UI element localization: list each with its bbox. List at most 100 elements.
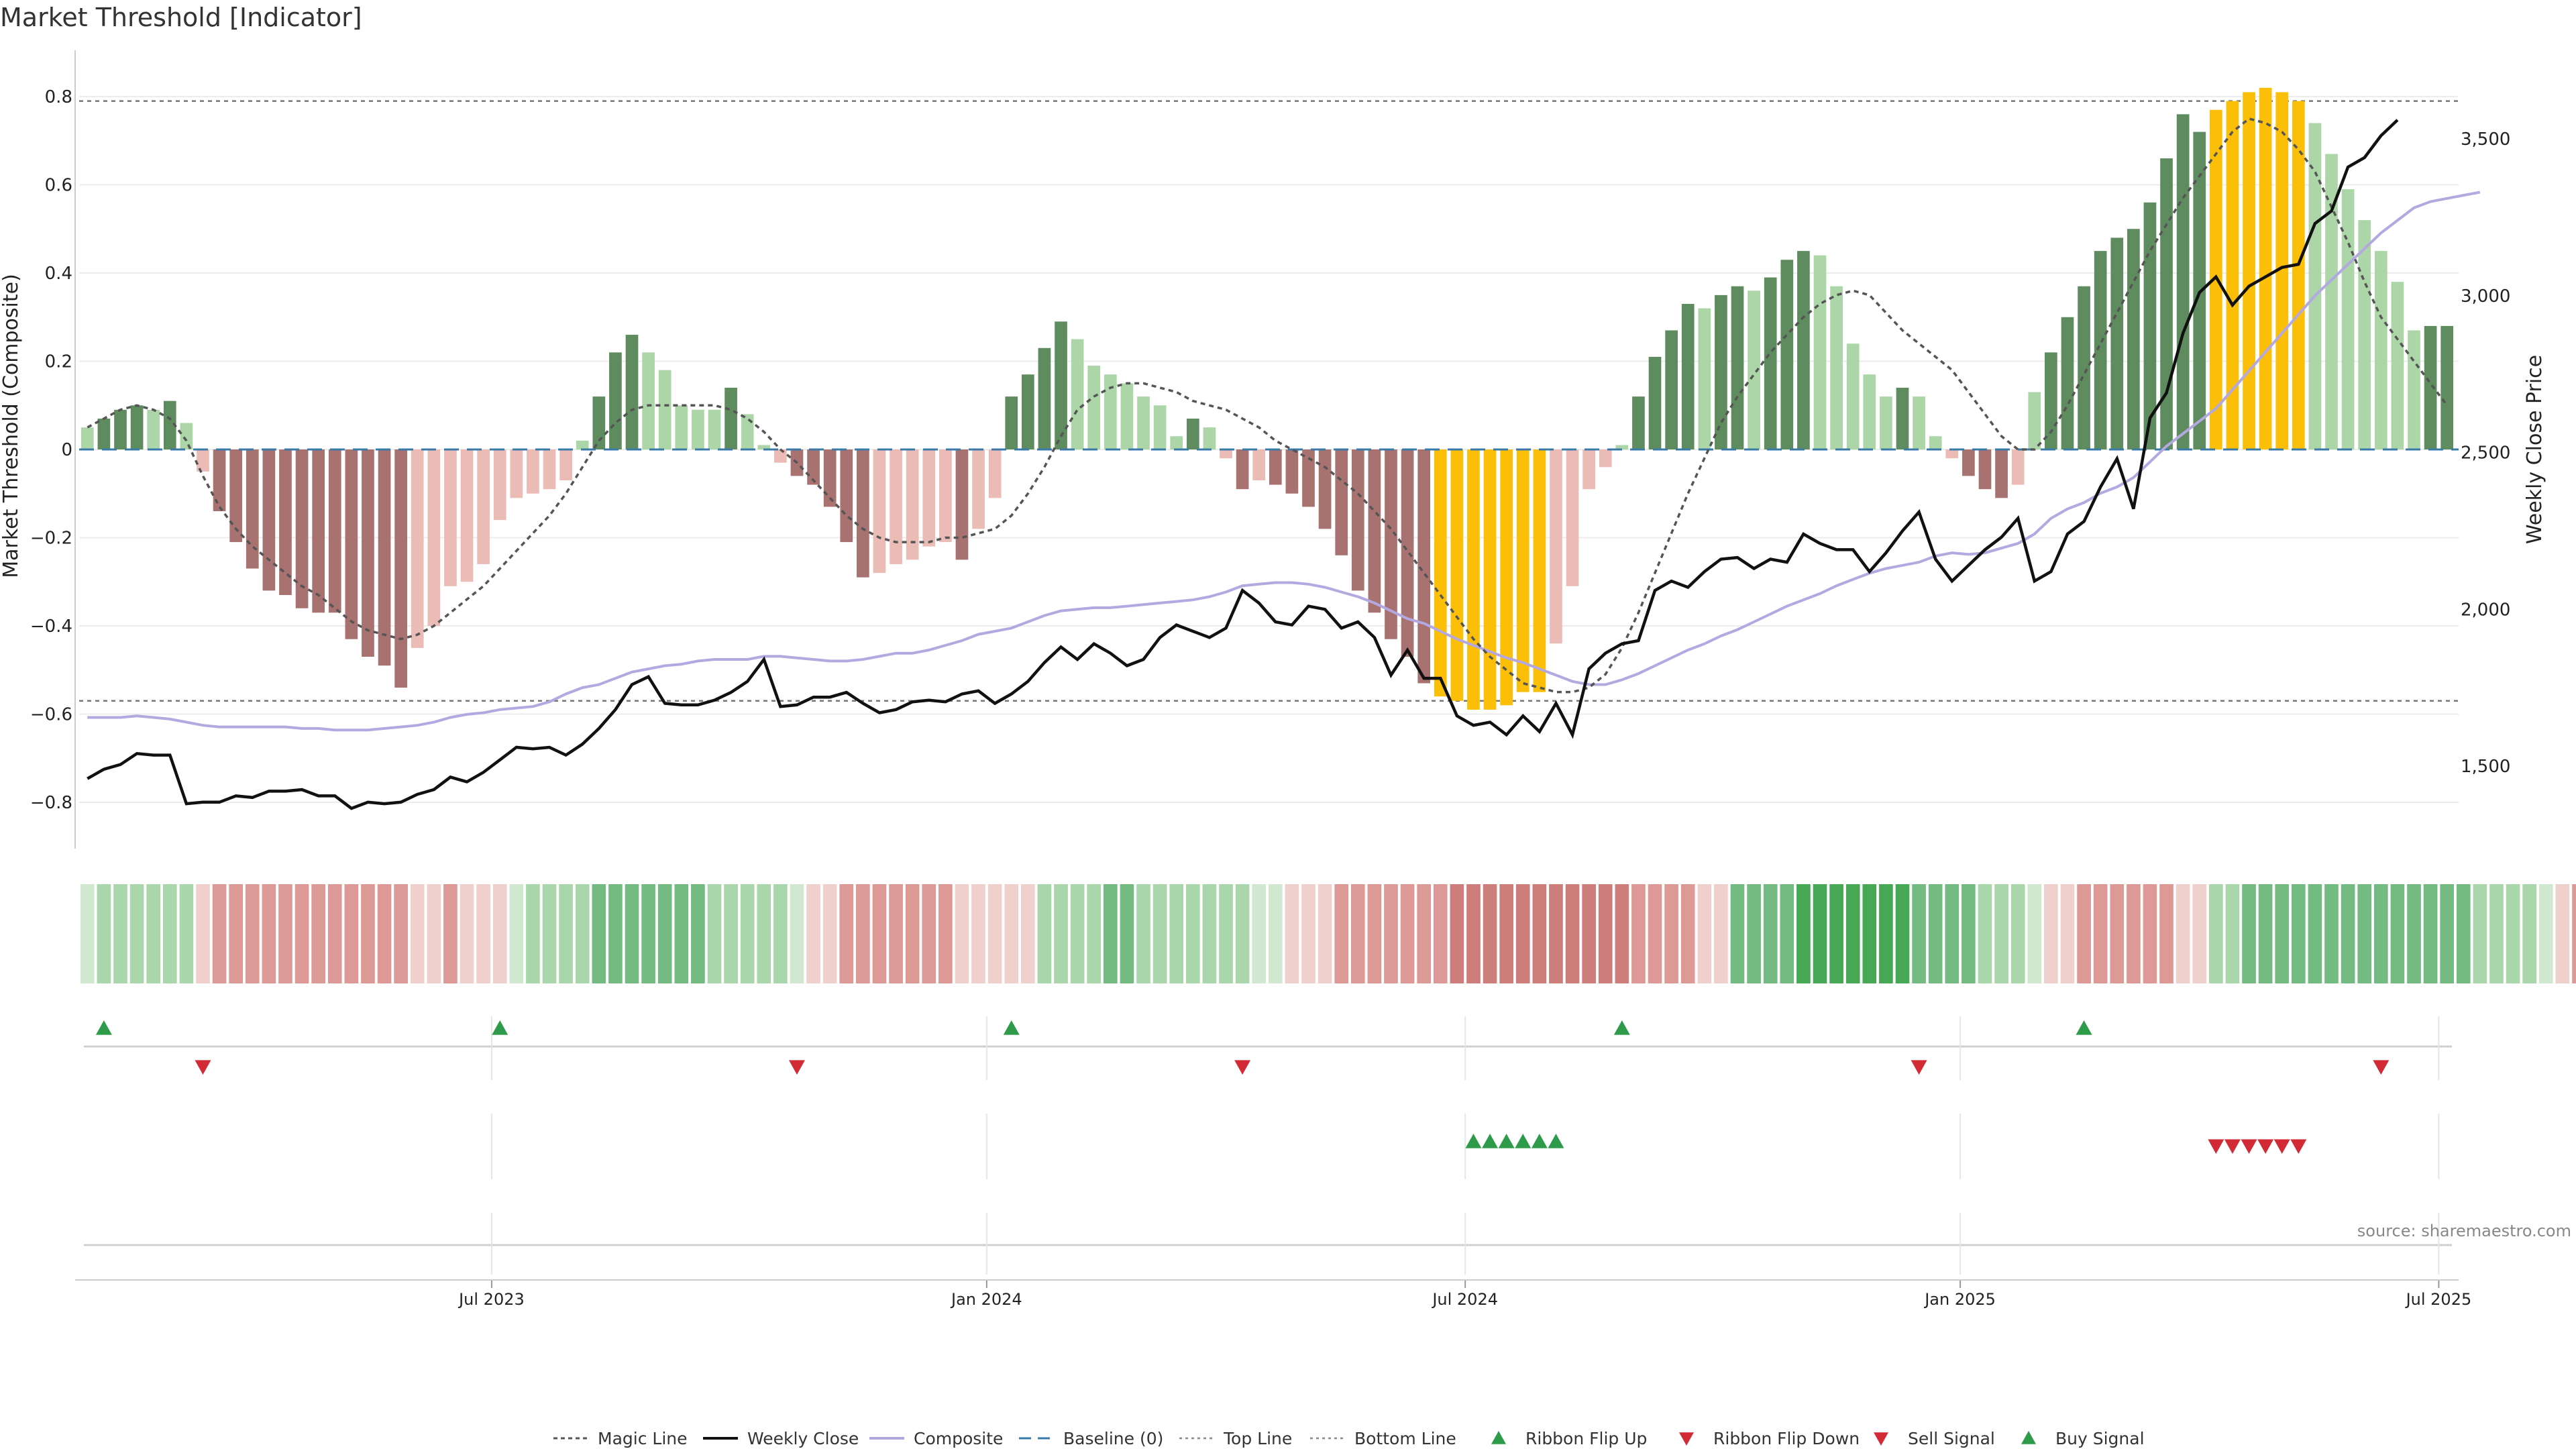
sell-signal-marker bbox=[2290, 1139, 2307, 1154]
composite-bar bbox=[1945, 449, 1959, 459]
ribbon-cell bbox=[1350, 884, 1365, 983]
right-tick-label: 3,500 bbox=[2461, 129, 2510, 150]
ribbon-cell bbox=[245, 884, 260, 983]
ribbon-cell bbox=[1070, 884, 1085, 983]
composite-bar bbox=[890, 449, 902, 564]
composite-bar bbox=[543, 449, 556, 490]
ribbon-cell bbox=[2192, 884, 2207, 983]
magic-line bbox=[87, 117, 2449, 694]
reference-lines bbox=[79, 100, 2459, 702]
composite-bar bbox=[988, 449, 1002, 498]
composite-bar bbox=[757, 445, 771, 449]
composite-bar bbox=[1252, 449, 1266, 481]
ribbon-cell bbox=[625, 884, 639, 983]
ribbon-flip-down-marker bbox=[195, 1060, 211, 1075]
composite-bar bbox=[1055, 321, 1067, 449]
ribbon-cell bbox=[1334, 884, 1349, 983]
buy-signal-marker bbox=[1548, 1134, 1564, 1148]
ribbon-cell bbox=[80, 884, 95, 983]
ribbon-cell bbox=[2127, 884, 2141, 983]
left-tick-label: 0.8 bbox=[45, 87, 72, 107]
composite-bar bbox=[823, 449, 837, 507]
ribbon-cell bbox=[608, 884, 623, 983]
x-tick-label: Jul 2023 bbox=[458, 1290, 525, 1309]
ribbon-cell bbox=[1747, 884, 1761, 983]
ribbon-cell bbox=[1978, 884, 1992, 983]
ribbon-cell bbox=[575, 884, 590, 983]
ribbon-cell bbox=[2572, 884, 2576, 983]
right-tick-label: 2,000 bbox=[2461, 600, 2510, 620]
composite-bar bbox=[2028, 392, 2041, 449]
composite-bar bbox=[692, 409, 704, 449]
ribbon-cell bbox=[179, 884, 194, 983]
ribbon-cell bbox=[856, 884, 870, 983]
ribbon-cell bbox=[2555, 884, 2570, 983]
ribbon-cell bbox=[641, 884, 655, 983]
left-axis-title: Market Threshold (Composite) bbox=[0, 274, 23, 578]
ribbon-cell bbox=[1466, 884, 1481, 983]
composite-bar bbox=[2292, 101, 2305, 449]
composite-bar bbox=[279, 449, 292, 595]
composite-bar bbox=[1203, 427, 1216, 449]
composite-bar bbox=[163, 400, 176, 449]
ribbon-cell bbox=[542, 884, 557, 983]
sell-signal-marker bbox=[2273, 1139, 2290, 1154]
ribbon-cell bbox=[592, 884, 606, 983]
composite-bar bbox=[1599, 449, 1612, 468]
composite-bar bbox=[906, 449, 919, 560]
x-tick-label: Jan 2025 bbox=[1923, 1290, 1996, 1309]
composite-bar bbox=[1220, 449, 1232, 459]
ribbon-cell bbox=[2275, 884, 2290, 983]
composite-bar bbox=[576, 440, 589, 449]
ribbon-cell bbox=[2225, 884, 2240, 983]
composite-bar bbox=[328, 449, 341, 613]
ribbon-cell bbox=[2440, 884, 2455, 983]
weekly-close-line bbox=[87, 119, 2399, 810]
buy-signal-marker bbox=[1531, 1134, 1548, 1148]
ribbon-cell bbox=[740, 884, 755, 983]
composite-bar bbox=[1962, 449, 1975, 476]
composite-bar bbox=[2094, 251, 2107, 449]
ribbon-cell bbox=[1714, 884, 1728, 983]
ribbon-cell bbox=[707, 884, 722, 983]
composite-bar bbox=[1582, 449, 1595, 490]
ribbon-cell bbox=[674, 884, 689, 983]
composite-bar bbox=[1880, 396, 1892, 449]
composite-bar bbox=[1450, 449, 1464, 701]
left-tick-label: −0.8 bbox=[30, 793, 72, 813]
ribbon-cell bbox=[1169, 884, 1184, 983]
left-tick-label: −0.6 bbox=[30, 705, 72, 725]
ribbon-cell bbox=[839, 884, 854, 983]
ribbon-cell bbox=[1136, 884, 1150, 983]
composite-bar bbox=[955, 449, 969, 560]
composite-bar bbox=[1368, 449, 1381, 613]
ribbon-cell bbox=[1400, 884, 1415, 983]
composite-bar bbox=[642, 352, 655, 449]
composite-bar bbox=[1813, 255, 1827, 449]
legend-label: Buy Signal bbox=[2055, 1429, 2145, 1448]
composite-bar bbox=[1681, 304, 1695, 449]
ribbon-cell bbox=[327, 884, 342, 983]
composite-bar bbox=[2078, 286, 2090, 449]
ribbon-cell bbox=[1615, 884, 1629, 983]
ribbon-cell bbox=[2423, 884, 2438, 983]
legend-swatch bbox=[1491, 1431, 1506, 1444]
ribbon-flip-up-marker bbox=[95, 1020, 112, 1035]
ribbon-cell bbox=[526, 884, 540, 983]
composite-bar bbox=[1648, 356, 1662, 449]
composite-bar bbox=[840, 449, 853, 543]
ribbon-cell bbox=[922, 884, 936, 983]
composite-bar bbox=[1731, 286, 1744, 449]
ribbon-cell bbox=[757, 884, 771, 983]
composite-bar bbox=[411, 449, 424, 648]
composite-bar bbox=[2374, 251, 2387, 449]
ribbon-cell bbox=[2308, 884, 2322, 983]
ribbon-cell bbox=[1120, 884, 1134, 983]
ribbon-cell bbox=[1582, 884, 1596, 983]
composite-bar bbox=[2127, 229, 2140, 449]
ribbon-cell bbox=[2390, 884, 2405, 983]
ribbon-cell bbox=[2357, 884, 2372, 983]
legend-label: Baseline (0) bbox=[1063, 1429, 1163, 1448]
composite-bar bbox=[493, 449, 506, 521]
